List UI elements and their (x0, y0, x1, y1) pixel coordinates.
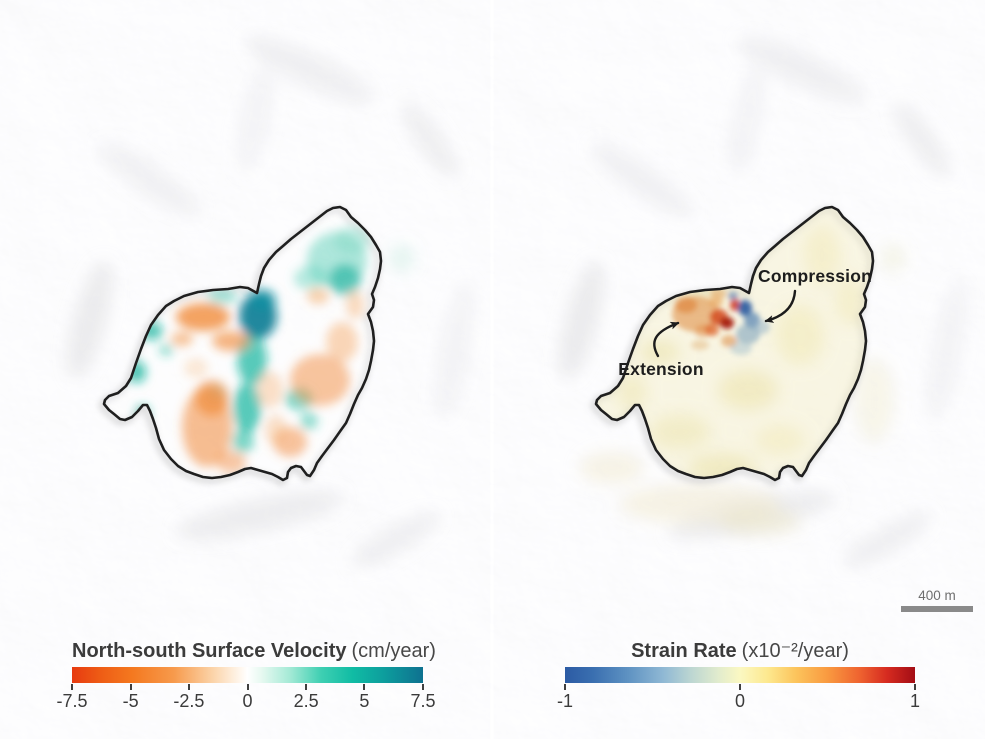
tick-label: 1 (909, 691, 921, 711)
strain-patch (728, 292, 738, 300)
tick-mark (129, 684, 132, 690)
tick-label: -2.5 (173, 691, 205, 711)
tick-label: 5 (359, 691, 370, 711)
tick-mark (363, 684, 366, 690)
velocity-patch (207, 289, 237, 305)
velocity-patch (265, 415, 287, 445)
tick-label: -5 (122, 691, 139, 711)
strain-patch (675, 297, 697, 313)
velocity-patch (329, 264, 361, 296)
panel-divider (490, 0, 494, 739)
tick-mark (305, 684, 308, 690)
tick-mark (71, 684, 73, 690)
tick-mark (739, 684, 741, 690)
strain-mottle-patch (804, 225, 840, 285)
strain-patch (754, 320, 770, 334)
compression-arrow (764, 289, 797, 323)
velocity-patch (334, 226, 370, 254)
velocity-patch (232, 429, 254, 453)
compression-label: Compression (757, 266, 873, 286)
velocity-patch (257, 372, 283, 408)
strain-patch (730, 341, 752, 355)
strain-patch (730, 299, 740, 311)
velocity-patch (159, 344, 173, 356)
strain-legend-unit: (x10⁻²/year) (741, 640, 849, 662)
outside-tint-patch (854, 358, 894, 442)
strain-patch (738, 300, 752, 316)
velocity-patch (294, 266, 326, 290)
tick-label: 2.5 (293, 691, 319, 711)
velocity-patch (216, 451, 246, 473)
strain-mottle-patch (755, 425, 805, 455)
tick-label: 0 (734, 691, 746, 711)
strain-data-layer (672, 289, 770, 355)
tick-mark (187, 684, 190, 690)
scalebar-bar (901, 606, 973, 612)
strain-patch (705, 324, 719, 336)
velocity-patch (176, 303, 230, 331)
strain-legend-title-text: Strain Rate (631, 640, 737, 662)
velocity-patch (195, 380, 229, 416)
strain-patch (710, 289, 726, 299)
strain-patch (691, 340, 709, 350)
velocity-ticks: -7.5 -5 -2.5 0 2.5 5 7.5 (56, 683, 436, 715)
tick-label: 7.5 (410, 691, 436, 711)
velocity-data-layer (128, 226, 370, 473)
scalebar: 400 m (901, 588, 973, 612)
velocity-patch (307, 288, 329, 304)
strain-patch (720, 317, 734, 329)
outside-tint-patch (580, 452, 644, 484)
velocity-patch (171, 332, 193, 346)
velocity-patch (233, 383, 261, 433)
outside-tint-patch (391, 245, 413, 271)
tick-mark (564, 684, 566, 690)
velocity-panel-graphics (99, 205, 383, 485)
strain-patch (736, 324, 760, 344)
strain-legend: Strain Rate (x10⁻²/year) -1 0 1 (557, 640, 920, 715)
strain-mottle-patch (640, 340, 680, 364)
extension-label: Extension (618, 359, 704, 379)
velocity-legend-title: North-south Surface Velocity (cm/year) (72, 640, 436, 662)
velocity-patch (212, 331, 250, 351)
velocity-legend: North-south Surface Velocity (cm/year) -7… (56, 640, 436, 715)
strain-mottle-patch (618, 374, 646, 410)
velocity-patch (300, 412, 318, 430)
tick-mark (246, 684, 249, 690)
velocity-patch (290, 354, 350, 406)
strain-mottle-patch (718, 370, 778, 410)
strain-ticks: -1 0 1 (557, 683, 920, 715)
tick-mark (422, 684, 424, 690)
tick-label: -7.5 (56, 691, 88, 711)
velocity-patch (184, 358, 208, 378)
strain-colorbar (565, 667, 915, 683)
velocity-patch (326, 322, 358, 362)
velocity-colorbar (72, 667, 423, 683)
strain-mottle-patch (650, 415, 710, 449)
outside-tint-layer (391, 244, 905, 535)
tick-label: 0 (242, 691, 253, 711)
strain-mottle-patch (836, 275, 864, 325)
outside-tint-patch (881, 244, 905, 272)
extension-arrow (653, 321, 680, 358)
velocity-patch (250, 289, 276, 311)
scalebar-label: 400 m (918, 588, 956, 603)
outside-tint-patch (720, 509, 800, 535)
strain-legend-title: Strain Rate (x10⁻²/year) (565, 640, 915, 662)
velocity-patch (346, 291, 364, 319)
strain-patch (721, 335, 737, 347)
strain-patch (709, 297, 723, 307)
velocity-legend-title-text: North-south Surface Velocity (72, 640, 347, 662)
tick-mark (914, 684, 916, 690)
strain-mottle-patch (776, 305, 824, 365)
velocity-legend-unit: (cm/year) (351, 640, 436, 662)
tick-label: -1 (556, 691, 574, 711)
